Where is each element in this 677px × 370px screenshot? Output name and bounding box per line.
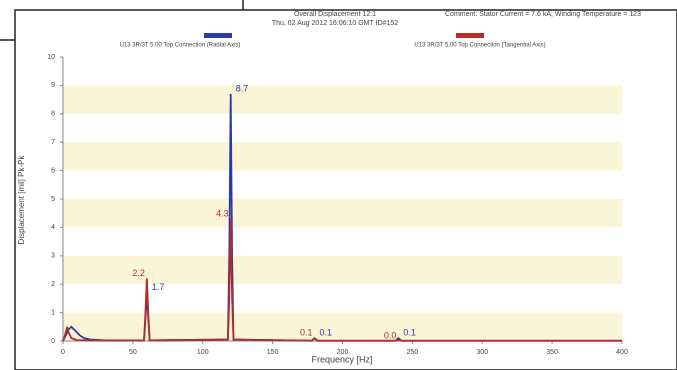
- legend-swatch: [456, 33, 484, 38]
- y-tick-label: 6: [51, 167, 55, 174]
- x-tick-label: 350: [546, 349, 558, 356]
- peak-label: 0.1: [300, 328, 313, 338]
- x-tick-label: 100: [197, 349, 209, 356]
- peak-label: 0.1: [403, 328, 416, 338]
- y-tick-label: 5: [51, 196, 55, 203]
- y-tick-label: 0: [51, 338, 55, 345]
- grid-band: [63, 85, 622, 114]
- peak-label: 0.1: [320, 328, 333, 338]
- y-tick-label: 2: [51, 281, 55, 288]
- series-line: [62, 218, 622, 342]
- grid-band: [63, 142, 622, 171]
- peak-label: 8.7: [236, 83, 249, 93]
- x-tick-label: 0: [61, 349, 65, 356]
- legend-label: U13 3R/3T 5.00 Top Connection (Tangentia…: [414, 43, 545, 49]
- y-tick-label: 1: [51, 309, 55, 316]
- y-tick-label: 8: [51, 111, 55, 118]
- x-tick-label: 300: [476, 349, 488, 356]
- x-tick-label: 50: [129, 349, 137, 356]
- peak-label: 1.7: [152, 282, 165, 292]
- y-tick-label: 9: [51, 82, 55, 89]
- y-tick-label: 3: [51, 253, 55, 260]
- y-axis-label: Displacement [mil] Pk-Pk: [17, 155, 26, 245]
- y-tick-label: 10: [47, 54, 55, 61]
- legend-swatch: [204, 33, 232, 38]
- grid-band: [63, 255, 622, 285]
- chart-title: Overall Displacement 12.1: [294, 11, 376, 18]
- x-tick-label: 250: [407, 349, 419, 356]
- legend-label: U13 3R/3T 5.00 Top Connection (Radial Ax…: [120, 43, 241, 49]
- peak-label: 0.0: [384, 330, 397, 340]
- chart-subtitle: Thu, 02 Aug 2012 16:06:10 GMT ID#152: [272, 20, 398, 27]
- comment: Comment: Stator Current = 7.6 kA; Windin…: [445, 11, 641, 18]
- y-tick-label: 7: [51, 139, 55, 146]
- panel: [14, 9, 677, 370]
- grid-band: [63, 199, 622, 228]
- x-tick-label: 150: [267, 349, 279, 356]
- x-tick-label: 400: [616, 349, 628, 356]
- grid-band: [63, 312, 622, 341]
- peak-label: 2.2: [132, 268, 145, 278]
- peak-label: 4.3: [216, 208, 229, 218]
- x-tick-label: 200: [337, 349, 349, 356]
- y-tick-label: 4: [51, 224, 55, 231]
- x-axis-label: Frequency [Hz]: [311, 354, 372, 364]
